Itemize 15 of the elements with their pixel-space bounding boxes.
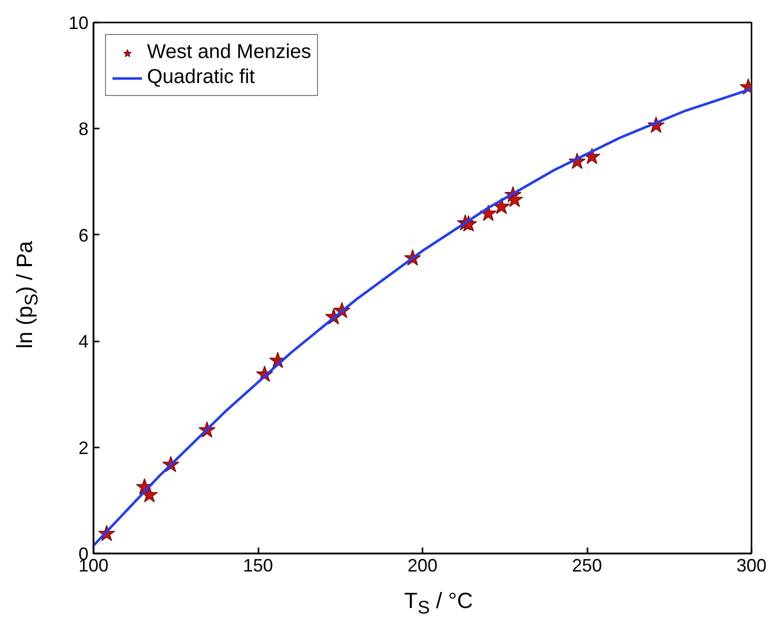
y-tick-label: 6 — [78, 225, 89, 246]
y-tick-label: 10 — [68, 13, 89, 33]
point — [506, 190, 524, 208]
y-tick-label: 4 — [78, 332, 89, 352]
point — [140, 486, 158, 502]
x-tick-label: 150 — [242, 556, 274, 576]
legend-label: Quadratic fit — [147, 66, 255, 89]
x-tick-label: 200 — [407, 556, 438, 576]
x-tick-label: 250 — [572, 556, 602, 576]
x-tick-label: 300 — [736, 556, 767, 576]
y-tick-label: 8 — [78, 119, 89, 140]
y-tick-label: 2 — [78, 438, 89, 458]
x-axis-title: T$_{S}$ / °C — [404, 588, 473, 618]
point — [492, 198, 510, 214]
legend-label: West and Menzies — [147, 41, 312, 64]
